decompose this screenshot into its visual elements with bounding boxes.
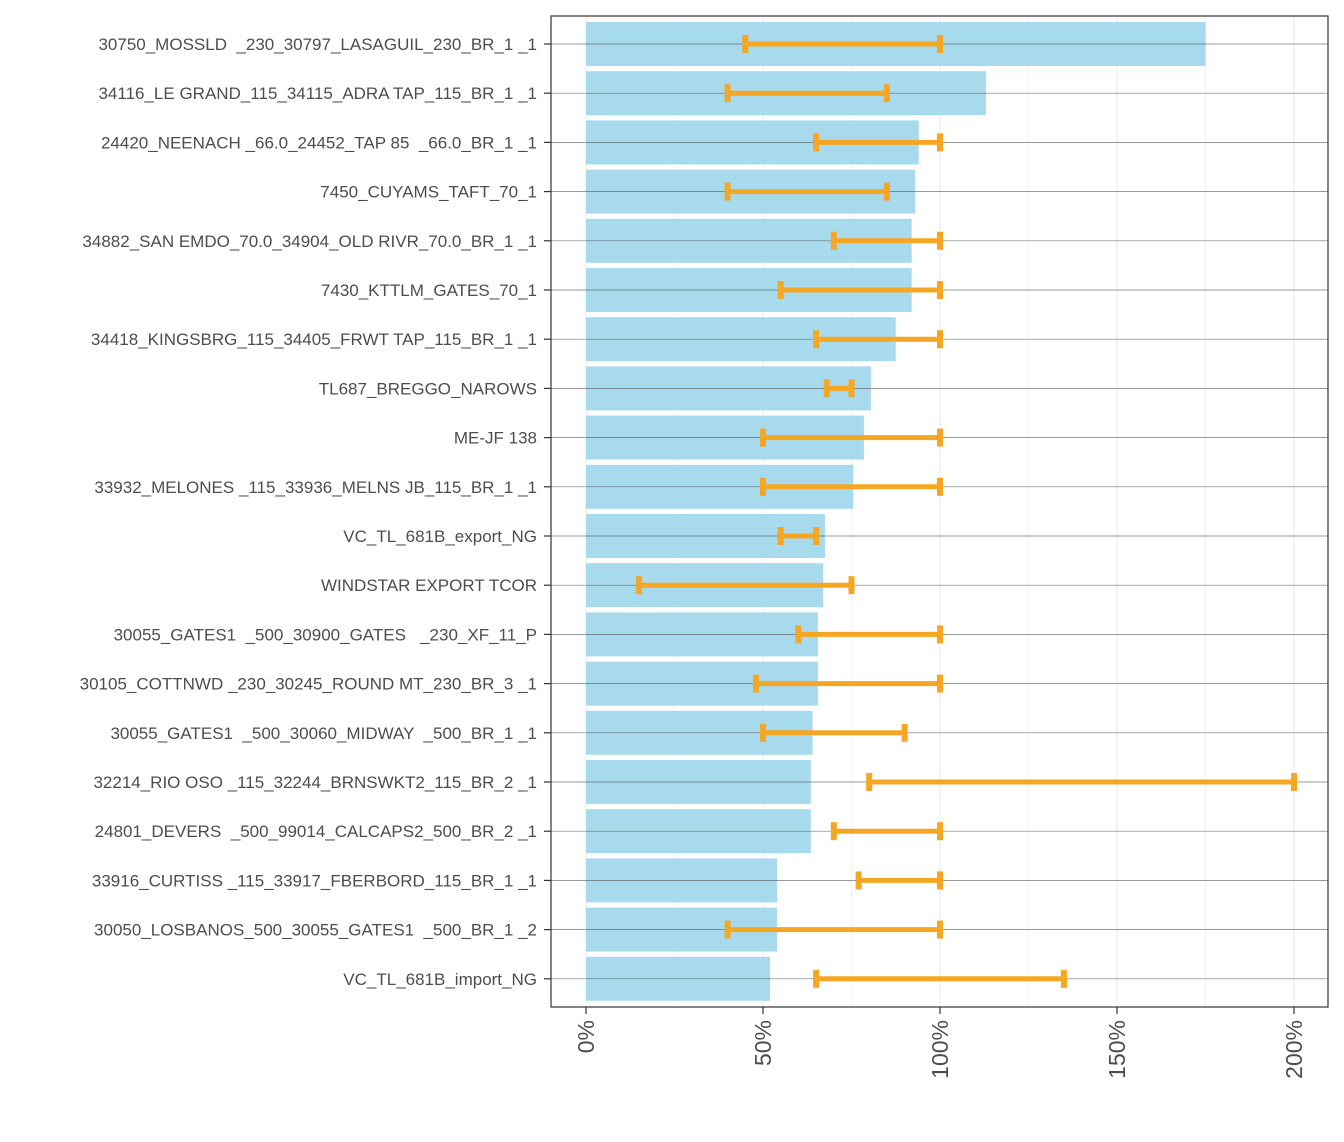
x-tick-label: 150% <box>1104 1020 1130 1079</box>
category-label: 7430_KTTLM_GATES_70_1 <box>321 281 537 300</box>
category-label: 30055_GATES1 _500_30900_GATES _230_XF_11… <box>114 625 537 644</box>
x-tick-label: 100% <box>927 1020 953 1079</box>
category-label: 34882_SAN EMDO_70.0_34904_OLD RIVR_70.0_… <box>82 232 537 251</box>
category-label: 34116_LE GRAND_115_34115_ADRA TAP_115_BR… <box>98 84 537 103</box>
category-label: 33916_CURTISS _115_33917_FBERBORD_115_BR… <box>92 871 537 890</box>
category-label: 30750_MOSSLD _230_30797_LASAGUIL_230_BR_… <box>98 35 537 54</box>
category-label: 30055_GATES1 _500_30060_MIDWAY _500_BR_1… <box>110 724 537 743</box>
category-label: 30050_LOSBANOS_500_30055_GATES1 _500_BR_… <box>94 921 537 940</box>
x-tick-label: 200% <box>1281 1020 1307 1079</box>
category-label: 24420_NEENACH _66.0_24452_TAP 85 _66.0_B… <box>101 133 537 152</box>
category-label: 30105_COTTNWD _230_30245_ROUND MT_230_BR… <box>80 675 537 694</box>
category-label: 24801_DEVERS _500_99014_CALCAPS2_500_BR_… <box>95 822 537 841</box>
axes: 30750_MOSSLD _230_30797_LASAGUIL_230_BR_… <box>80 35 1307 1079</box>
category-label: 34418_KINGSBRG_115_34405_FRWT TAP_115_BR… <box>91 330 537 349</box>
category-label: 33932_MELONES _115_33936_MELNS JB_115_BR… <box>94 478 537 497</box>
error-bars <box>636 35 1297 988</box>
x-tick-label: 50% <box>750 1020 776 1066</box>
category-label: ME-JF 138 <box>454 429 537 448</box>
category-label: VC_TL_681B_export_NG <box>343 527 537 546</box>
x-tick-label: 0% <box>573 1020 599 1053</box>
category-label: 32214_RIO OSO _115_32244_BRNSWKT2_115_BR… <box>93 773 537 792</box>
category-label: 7450_CUYAMS_TAFT_70_1 <box>320 183 537 202</box>
category-label: WINDSTAR EXPORT TCOR <box>321 576 537 595</box>
category-label: TL687_BREGGO_NAROWS <box>319 379 537 398</box>
category-label: VC_TL_681B_import_NG <box>343 970 537 989</box>
